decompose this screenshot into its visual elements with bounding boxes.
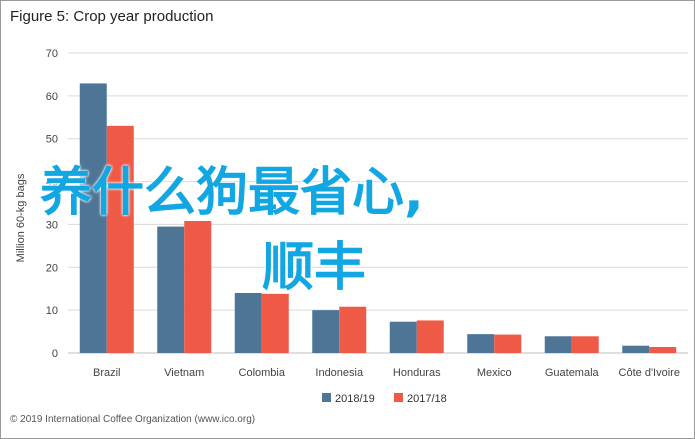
- legend: 2018/19 2017/18: [322, 393, 447, 405]
- x-tick-label: Côte d'Ivoire: [619, 367, 680, 379]
- x-tick-label: Honduras: [393, 367, 441, 379]
- y-tick-label: 0: [52, 348, 58, 360]
- bar-2017-18-6: [571, 336, 599, 353]
- bar-2017-18-1: [184, 221, 212, 353]
- y-tick-label: 10: [46, 305, 58, 317]
- legend-swatch: [322, 393, 331, 402]
- legend-label: 2017/18: [407, 393, 447, 405]
- copyright-footer: © 2019 International Coffee Organization…: [10, 414, 256, 425]
- chart-title: Figure 5: Crop year production: [10, 8, 214, 25]
- bar-2017-18-3: [339, 306, 367, 353]
- y-tick-label: 30: [46, 219, 58, 231]
- bar-2017-18-0: [106, 125, 134, 353]
- x-axis-ticks: Brazil Vietnam Colombia Indonesia Honduras Me…: [93, 367, 680, 379]
- bar-2017-18-4: [416, 320, 444, 353]
- bars: [79, 83, 677, 353]
- x-tick-label: Guatemala: [545, 367, 600, 379]
- bar-2018-19-6: [544, 336, 572, 353]
- y-tick-label: 70: [46, 48, 58, 60]
- x-tick-label: Vietnam: [164, 367, 204, 379]
- bar-2018-19-4: [389, 321, 417, 353]
- bar-2017-18-2: [261, 293, 289, 353]
- y-axis-label: Million 60-kg bags: [15, 173, 27, 262]
- bar-2018-19-1: [157, 226, 185, 353]
- bar-2018-19-7: [622, 345, 650, 353]
- y-axis-ticks: 0 10 20 30 40 50 60 70: [46, 48, 58, 360]
- legend-label: 2018/19: [335, 393, 375, 405]
- bar-2017-18-5: [494, 334, 522, 353]
- bar-2018-19-5: [467, 334, 495, 353]
- bar-2018-19-3: [312, 310, 340, 353]
- bar-2018-19-0: [79, 83, 107, 353]
- y-tick-label: 60: [46, 91, 58, 103]
- legend-swatch: [394, 393, 403, 402]
- x-tick-label: Indonesia: [315, 367, 364, 379]
- y-tick-label: 50: [46, 134, 58, 146]
- grid-lines: [68, 52, 688, 354]
- bar-2017-18-7: [649, 347, 677, 353]
- bar-2018-19-2: [234, 293, 262, 353]
- x-tick-label: Brazil: [93, 367, 121, 379]
- y-tick-label: 20: [46, 262, 58, 274]
- x-tick-label: Mexico: [477, 367, 512, 379]
- y-tick-label: 40: [46, 177, 58, 189]
- x-tick-label: Colombia: [239, 367, 286, 379]
